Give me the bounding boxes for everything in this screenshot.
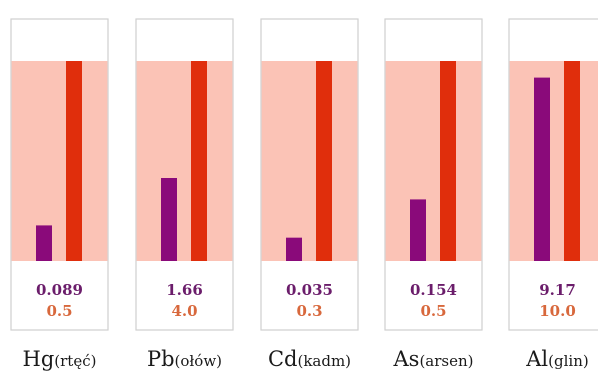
category-label: Cd(kadm) — [268, 347, 351, 371]
category-label: As(arsen) — [392, 347, 473, 371]
data-label-limit: 0.5 — [420, 302, 446, 320]
bar-measured — [286, 237, 302, 261]
limit-band — [385, 61, 482, 261]
bar-limit — [316, 61, 332, 261]
element-symbol: Hg — [23, 347, 55, 371]
bar-limit — [440, 61, 456, 261]
element-symbol: Cd — [268, 347, 298, 371]
bar-measured — [36, 225, 52, 261]
bar-limit — [191, 61, 207, 261]
data-label-limit: 10.0 — [539, 302, 576, 320]
element-symbol: Pb — [147, 347, 175, 371]
data-label-measured: 0.035 — [286, 281, 333, 299]
element-name: (glin) — [548, 352, 589, 370]
category-label: Pb(ołów) — [147, 347, 222, 371]
element-symbol: As — [392, 347, 419, 371]
element-name: (kadm) — [297, 352, 351, 370]
data-label-limit: 0.5 — [46, 302, 72, 320]
limit-band — [136, 61, 233, 261]
category-label: Al(glin) — [525, 347, 588, 371]
element-name: (rtęć) — [54, 352, 96, 370]
limit-band — [261, 61, 358, 261]
bar-measured — [534, 77, 550, 261]
bar-limit — [564, 61, 580, 261]
data-label-limit: 4.0 — [171, 302, 197, 320]
data-label-measured: 9.17 — [539, 281, 576, 299]
element-symbol: Al — [525, 347, 548, 371]
bar-measured — [161, 178, 177, 261]
data-label-limit: 0.3 — [296, 302, 322, 320]
limit-band — [509, 61, 598, 261]
bar-limit — [66, 61, 82, 261]
category-label: Hg(rtęć) — [23, 347, 97, 371]
limit-band — [11, 61, 108, 261]
element-name: (ołów) — [175, 352, 222, 370]
data-label-measured: 1.66 — [166, 281, 203, 299]
element-name: (arsen) — [419, 352, 473, 370]
data-label-measured: 0.154 — [410, 281, 457, 299]
bar-measured — [410, 199, 426, 261]
data-label-measured: 0.089 — [36, 281, 83, 299]
